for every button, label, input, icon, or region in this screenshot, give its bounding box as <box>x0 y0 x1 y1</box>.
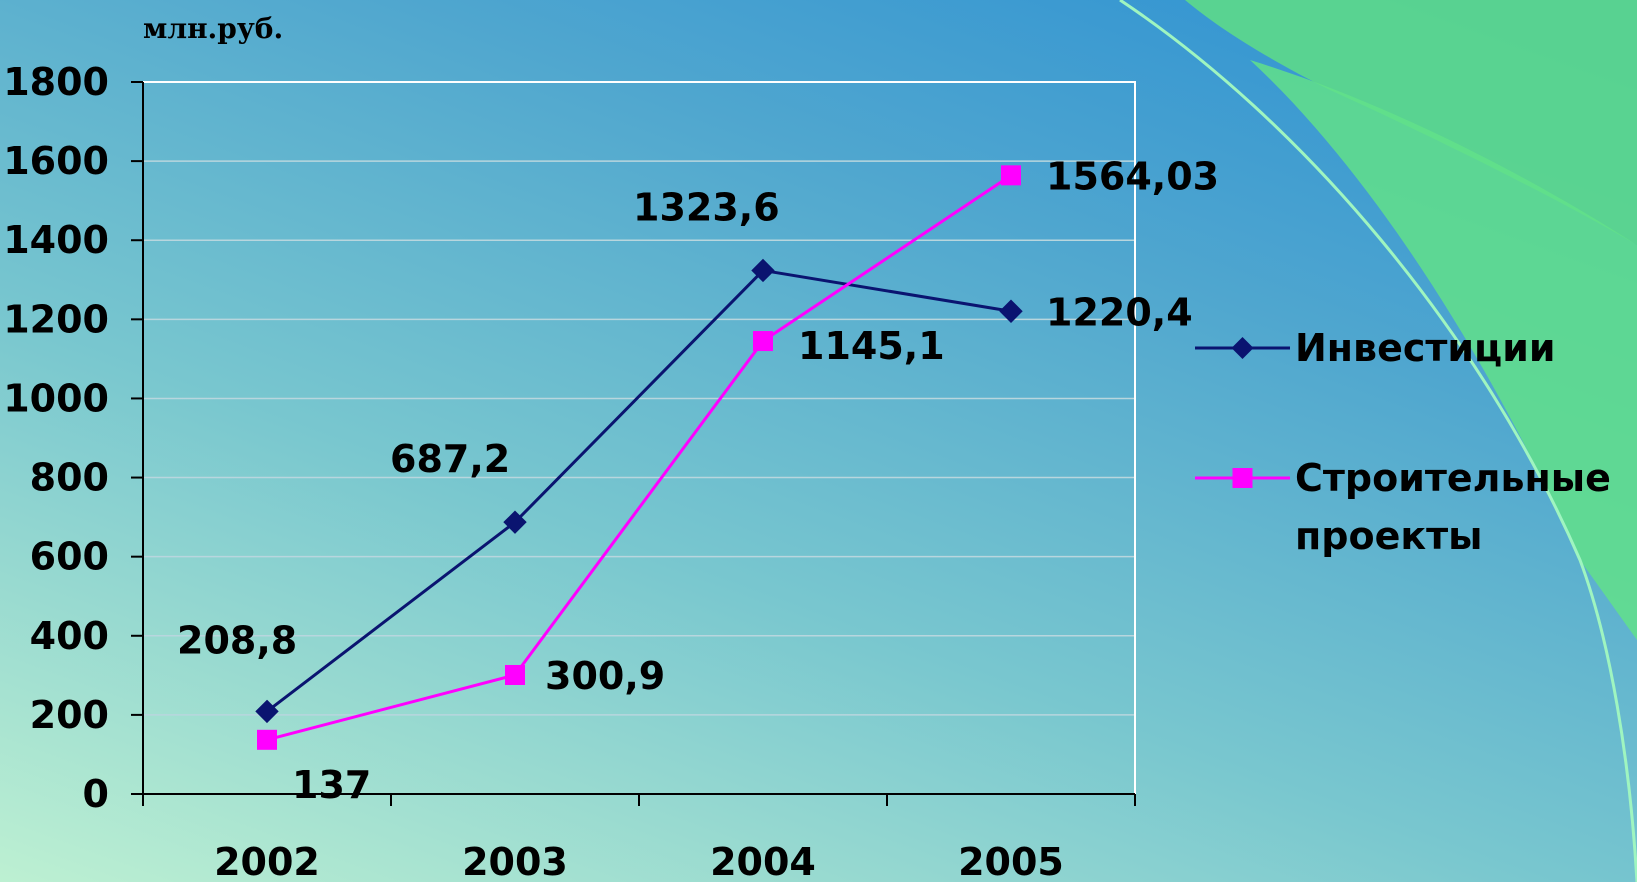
data-point-square <box>257 729 277 750</box>
data-label: 300,9 <box>545 654 665 698</box>
unit-label: млн.руб. <box>143 12 283 45</box>
y-tick-label: 400 <box>30 614 109 658</box>
axes <box>131 81 1136 806</box>
x-tick-label: 2002 <box>214 840 320 882</box>
data-label: 1220,4 <box>1046 290 1193 334</box>
data-point-diamond <box>999 299 1023 323</box>
x-tick-label: 2005 <box>958 840 1064 882</box>
x-tick-label: 2004 <box>710 840 816 882</box>
x-axis-ticks: 2002 2003 2004 2005 <box>214 840 1064 882</box>
y-tick-label: 200 <box>30 693 109 737</box>
series-line <box>266 268 1012 713</box>
grid <box>143 160 1135 716</box>
data-point-diamond <box>255 699 279 724</box>
background-decoration <box>1119 0 1637 882</box>
series-line <box>266 174 1012 742</box>
data-point-square <box>1001 165 1021 186</box>
legend: Инвестиции Строительные проекты <box>1195 326 1611 558</box>
data-point-diamond <box>503 510 527 534</box>
data-point-diamond <box>751 258 775 283</box>
y-tick-label: 1000 <box>3 376 109 420</box>
arc-line <box>1119 0 1637 882</box>
data-label: 208,8 <box>177 618 297 662</box>
data-label: 1145,1 <box>798 324 945 368</box>
series-group <box>255 165 1023 750</box>
y-tick-label: 1800 <box>3 60 109 104</box>
data-label: 1323,6 <box>633 185 780 229</box>
y-tick-label: 0 <box>83 772 109 816</box>
data-labels: 208,8 687,2 1323,6 1220,4 137 300,9 1145,1 1564… <box>177 154 1219 806</box>
x-tick-label: 2003 <box>462 840 568 882</box>
legend-label: Инвестиции <box>1295 326 1555 370</box>
legend-label: Строительные <box>1295 456 1611 500</box>
y-tick-label: 1600 <box>3 139 109 183</box>
data-point-square <box>753 331 773 352</box>
data-label: 687,2 <box>390 437 510 481</box>
legend-label: проекты <box>1295 514 1483 558</box>
legend-marker-square <box>1232 468 1253 488</box>
data-label: 1564,03 <box>1046 154 1219 198</box>
y-tick-label: 800 <box>30 456 109 500</box>
data-label: 137 <box>292 763 371 807</box>
y-tick-label: 1200 <box>3 297 109 341</box>
y-tick-label: 1400 <box>3 218 109 262</box>
y-tick-label: 600 <box>30 535 109 579</box>
green-swoosh-lower <box>1250 60 1637 640</box>
y-axis-ticks: 0 200 400 600 800 1000 1200 1400 1600 1800 <box>3 60 109 816</box>
legend-marker-diamond <box>1231 337 1254 359</box>
data-point-square <box>505 664 525 685</box>
